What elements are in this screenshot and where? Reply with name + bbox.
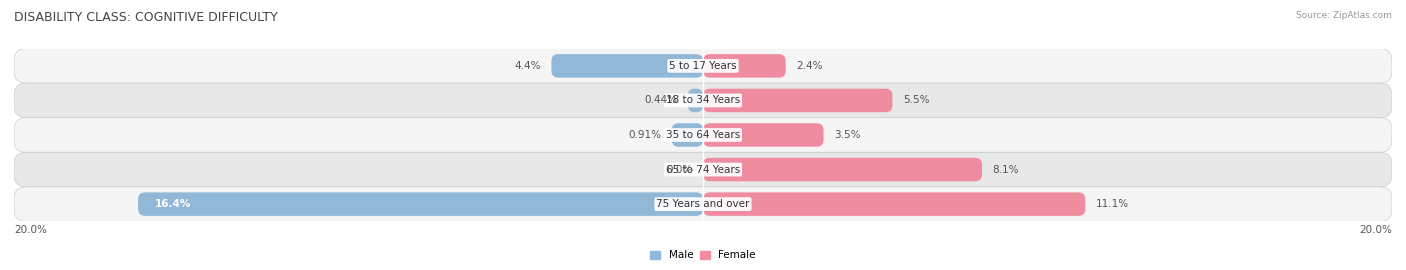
FancyBboxPatch shape [138,192,703,216]
FancyBboxPatch shape [703,192,1085,216]
Text: 35 to 64 Years: 35 to 64 Years [666,130,740,140]
Text: 0.0%: 0.0% [666,164,693,175]
FancyBboxPatch shape [14,152,1392,187]
Text: 20.0%: 20.0% [14,225,46,235]
Text: 75 Years and over: 75 Years and over [657,199,749,209]
FancyBboxPatch shape [703,158,981,181]
FancyBboxPatch shape [14,187,1392,221]
Text: 65 to 74 Years: 65 to 74 Years [666,164,740,175]
FancyBboxPatch shape [703,54,786,78]
Text: 0.91%: 0.91% [628,130,661,140]
Text: 2.4%: 2.4% [796,61,823,71]
FancyBboxPatch shape [14,49,1392,83]
Text: Source: ZipAtlas.com: Source: ZipAtlas.com [1296,11,1392,20]
Text: 8.1%: 8.1% [993,164,1019,175]
Text: 20.0%: 20.0% [1360,225,1392,235]
Text: DISABILITY CLASS: COGNITIVE DIFFICULTY: DISABILITY CLASS: COGNITIVE DIFFICULTY [14,11,278,24]
FancyBboxPatch shape [703,89,893,112]
Legend: Male, Female: Male, Female [645,246,761,265]
FancyBboxPatch shape [703,123,824,147]
Text: 0.44%: 0.44% [644,95,678,106]
FancyBboxPatch shape [688,89,703,112]
FancyBboxPatch shape [14,83,1392,118]
Text: 16.4%: 16.4% [155,199,191,209]
Text: 3.5%: 3.5% [834,130,860,140]
Text: 18 to 34 Years: 18 to 34 Years [666,95,740,106]
Text: 5.5%: 5.5% [903,95,929,106]
FancyBboxPatch shape [551,54,703,78]
Text: 5 to 17 Years: 5 to 17 Years [669,61,737,71]
FancyBboxPatch shape [672,123,703,147]
FancyBboxPatch shape [14,118,1392,152]
Text: 11.1%: 11.1% [1095,199,1129,209]
Text: 4.4%: 4.4% [515,61,541,71]
